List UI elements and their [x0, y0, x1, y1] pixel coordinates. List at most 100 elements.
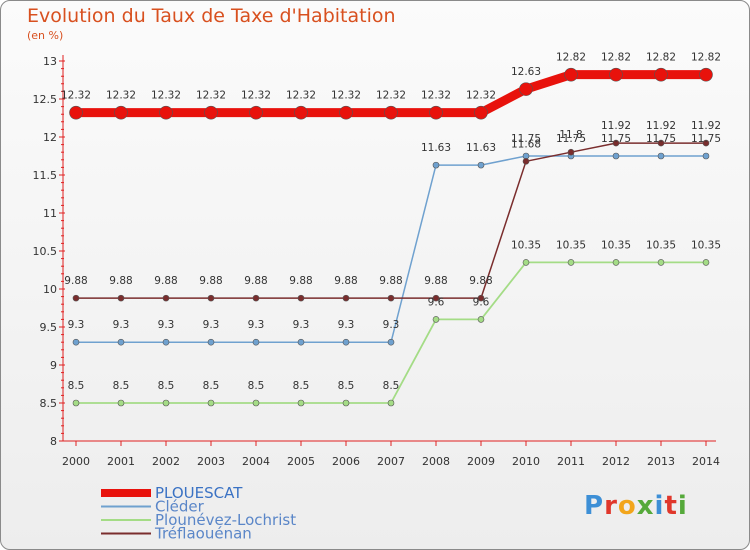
data-label: 12.32 [466, 90, 496, 102]
data-point [519, 82, 533, 96]
data-point [432, 161, 440, 169]
data-point [117, 399, 125, 407]
data-point [522, 259, 530, 266]
data-point [162, 399, 170, 407]
legend-label: Cléder [155, 498, 205, 516]
data-label: 8.5 [158, 380, 175, 392]
data-label: 9.3 [113, 319, 130, 331]
data-point [477, 316, 485, 323]
data-label: 12.32 [61, 90, 91, 102]
data-label: 9.88 [199, 275, 222, 287]
legend-label: Plounévez-Lochrist [155, 511, 296, 529]
data-label: 9.3 [293, 319, 310, 331]
data-label: 9.3 [203, 319, 220, 331]
data-label: 12.32 [421, 90, 451, 102]
data-point [477, 161, 485, 169]
data-label: 8.5 [113, 380, 130, 392]
data-point [252, 338, 260, 346]
data-label: 12.82 [691, 52, 721, 64]
data-point [207, 338, 215, 346]
data-label: 11.75 [646, 133, 676, 145]
data-label: 11.75 [691, 133, 721, 145]
data-point [339, 105, 353, 120]
data-point [72, 338, 80, 346]
data-label: 9.3 [68, 319, 85, 331]
data-point [342, 399, 350, 407]
x-tick-label: 2011 [557, 455, 585, 468]
series-0 [69, 67, 713, 120]
data-point [342, 338, 350, 346]
data-point [207, 294, 215, 302]
data-label: 9.88 [289, 275, 312, 287]
series-2 [72, 259, 710, 407]
data-point [72, 294, 80, 302]
data-point [429, 105, 443, 120]
data-label: 12.32 [331, 90, 361, 102]
x-tick-label: 2004 [242, 455, 270, 468]
x-tick-label: 2005 [287, 455, 315, 468]
data-point [297, 294, 305, 302]
data-point [387, 399, 395, 407]
chart-title: Evolution du Taux de Taxe d'Habitation [27, 5, 396, 27]
data-label: 10.35 [511, 239, 541, 251]
x-tick-label: 2003 [197, 455, 225, 468]
data-point [342, 294, 350, 302]
legend-item: Tréflaouénan [101, 525, 252, 543]
data-point [567, 148, 575, 156]
x-tick-label: 2000 [62, 455, 90, 468]
data-label: 8.5 [68, 380, 85, 392]
data-point [252, 294, 260, 302]
data-label: 12.32 [241, 90, 271, 102]
data-label: 12.82 [601, 52, 631, 64]
data-label: 12.32 [376, 90, 406, 102]
data-point [252, 399, 260, 407]
x-tick-label: 2009 [467, 455, 495, 468]
series-3 [72, 139, 710, 302]
x-tick-label: 2007 [377, 455, 405, 468]
data-label: 8.5 [338, 380, 355, 392]
data-label: 12.32 [196, 90, 226, 102]
data-label: 8.5 [293, 380, 310, 392]
x-tick-label: 2008 [422, 455, 450, 468]
data-label: 9.88 [109, 275, 132, 287]
legend-label: PLOUESCAT [155, 484, 243, 502]
data-point [702, 259, 710, 266]
data-point [72, 399, 80, 407]
data-point [609, 67, 623, 82]
data-point [657, 259, 665, 266]
data-point [249, 105, 263, 120]
y-tick-label: 10 [43, 283, 57, 296]
data-label: 11.68 [511, 138, 541, 150]
legend-label: Tréflaouénan [154, 525, 252, 543]
data-point [702, 139, 710, 147]
data-point [432, 316, 440, 323]
data-label: 12.82 [646, 52, 676, 64]
x-tick-label: 2014 [692, 455, 720, 468]
y-tick-label: 8.5 [40, 397, 58, 410]
data-point [612, 139, 620, 147]
y-tick-label: 11 [43, 207, 57, 220]
y-tick-label: 12.5 [33, 93, 58, 106]
data-point [522, 158, 530, 165]
x-tick-label: 2002 [152, 455, 180, 468]
x-tick-label: 2001 [107, 455, 135, 468]
data-label: 9.88 [244, 275, 267, 287]
data-point [384, 105, 398, 120]
data-label: 12.32 [106, 90, 136, 102]
unit-label: (en %) [27, 29, 64, 42]
y-tick-label: 9 [50, 359, 57, 372]
data-point [612, 152, 620, 160]
data-label: 9.88 [469, 275, 492, 287]
y-tick-label: 10.5 [33, 245, 58, 258]
data-label: 9.88 [154, 275, 177, 287]
data-label: 8.5 [203, 380, 220, 392]
data-point [564, 67, 578, 82]
x-tick-label: 2010 [512, 455, 540, 468]
data-point [699, 67, 713, 82]
data-label: 11.92 [691, 120, 721, 132]
data-label: 11.8 [559, 129, 582, 141]
legend-item: Cléder [101, 498, 205, 516]
data-label: 12.63 [511, 66, 541, 78]
data-label: 9.3 [158, 319, 175, 331]
